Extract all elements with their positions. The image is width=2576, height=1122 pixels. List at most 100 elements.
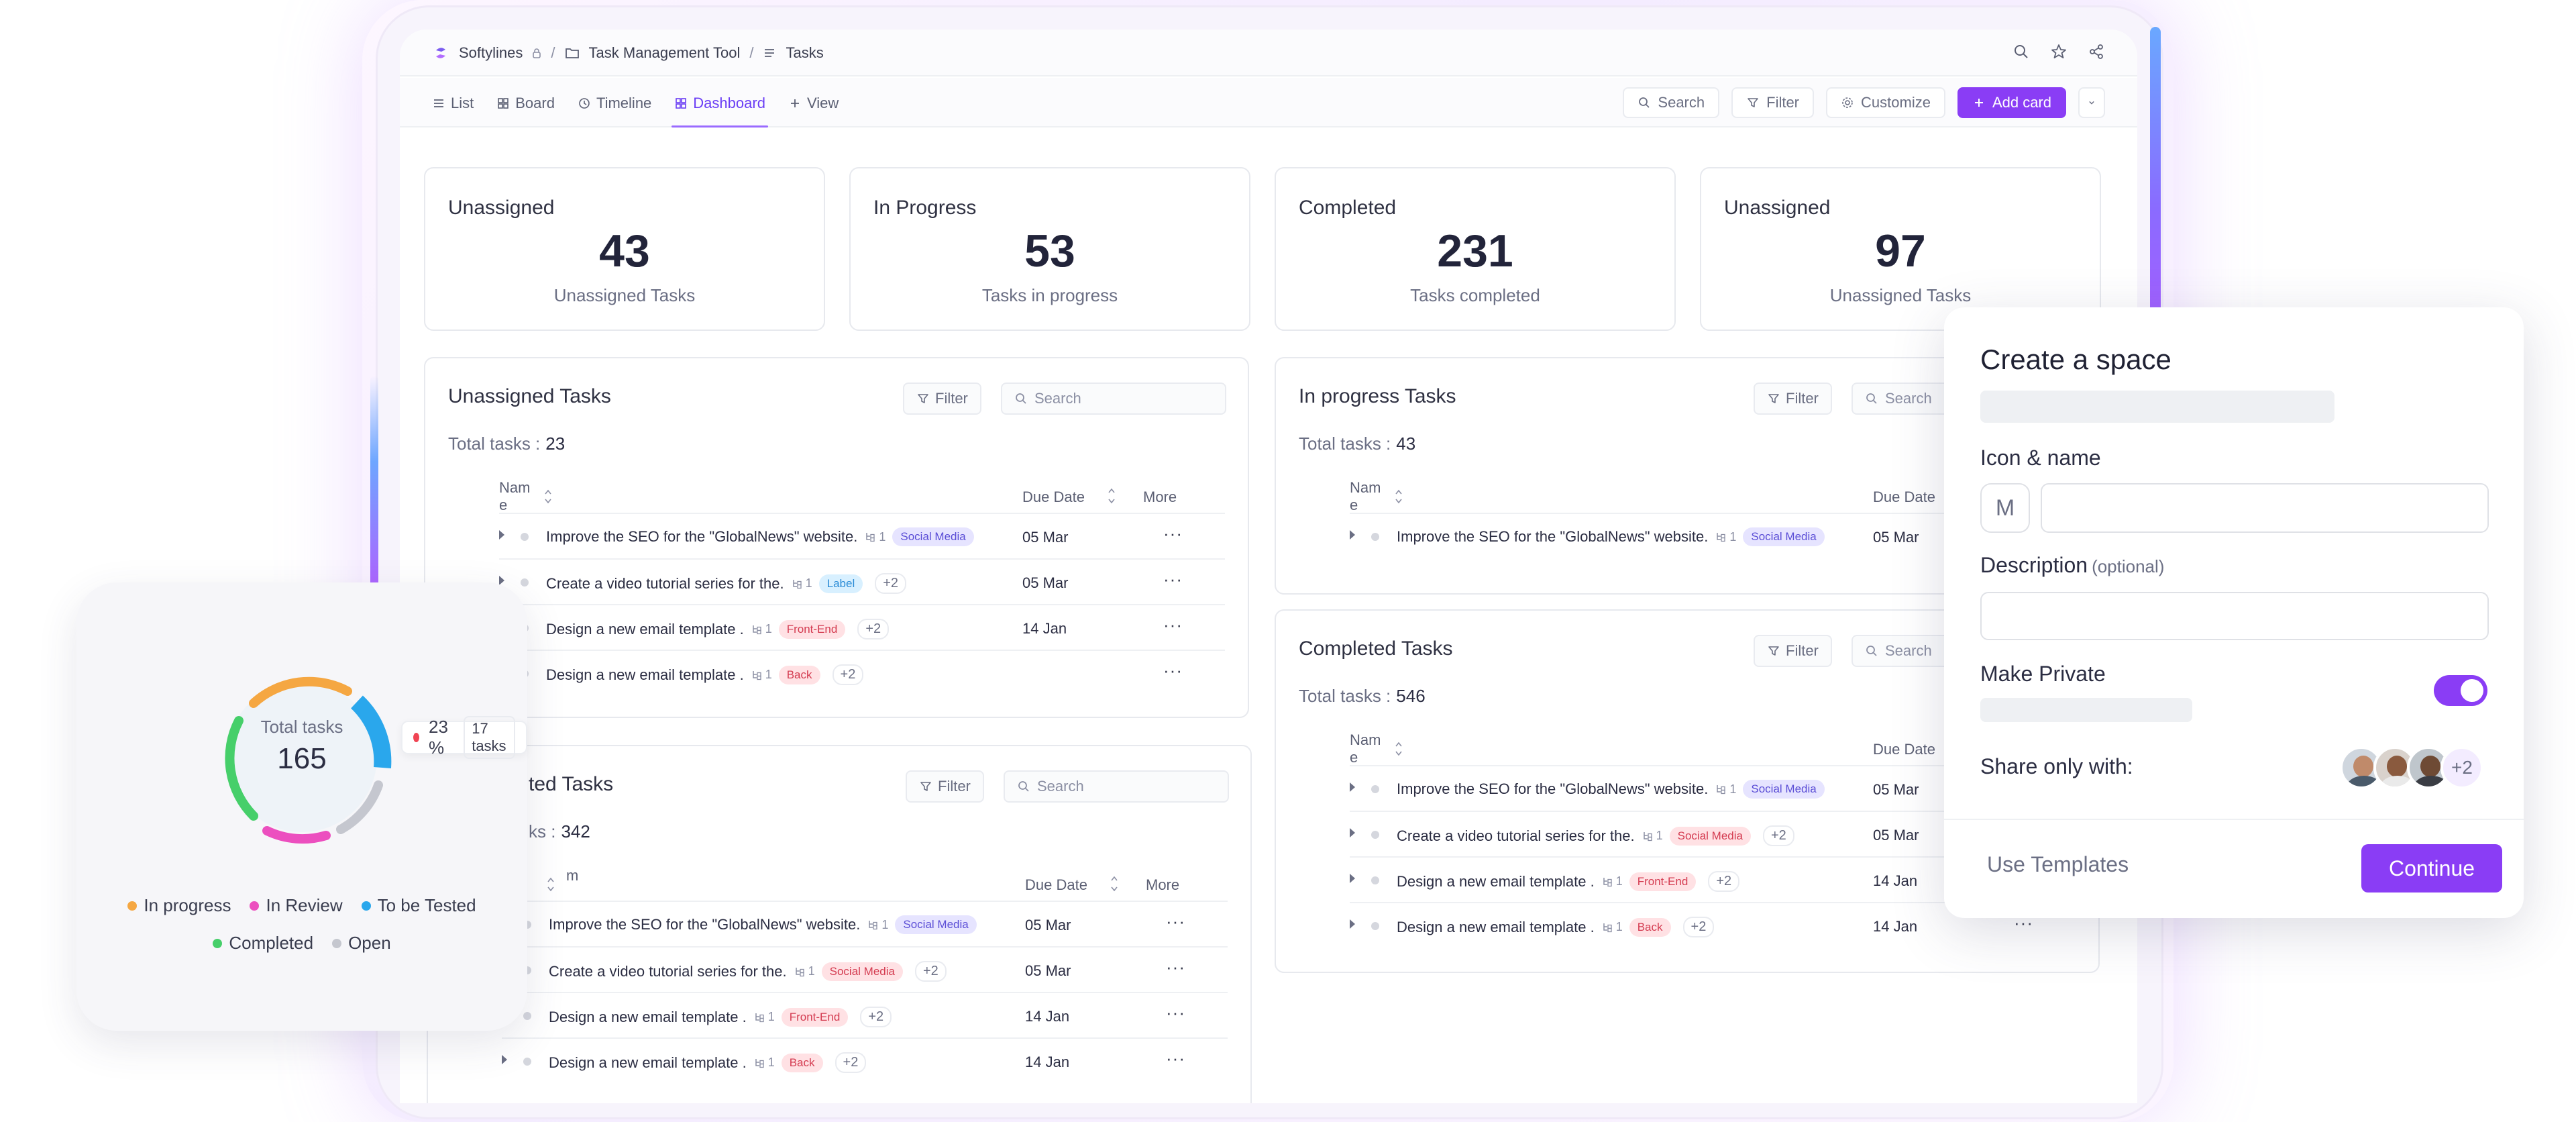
sort-icon[interactable] bbox=[546, 876, 555, 892]
more-tags-badge[interactable]: +2 bbox=[860, 1007, 892, 1027]
table-row[interactable]: Improve the SEO for the "GlobalNews" web… bbox=[499, 513, 1225, 558]
breadcrumb-page[interactable]: Tasks bbox=[786, 44, 824, 61]
table-row[interactable]: Improve the SEO for the "GlobalNews" web… bbox=[1350, 513, 2076, 558]
table-row[interactable]: Improve the SEO for the "GlobalNews" web… bbox=[1350, 765, 2076, 811]
column-due-date[interactable]: Due Date bbox=[1025, 876, 1087, 893]
table-row[interactable]: Design a new email template . 1 Back +2 ··· bbox=[499, 650, 1225, 695]
search-button[interactable]: Search bbox=[1623, 87, 1720, 118]
row-more-button[interactable]: ··· bbox=[1163, 523, 1183, 544]
more-tags-badge[interactable]: +2 bbox=[1762, 825, 1794, 846]
row-more-button[interactable]: ··· bbox=[1166, 911, 1185, 931]
more-users-badge[interactable]: +2 bbox=[2440, 746, 2483, 789]
tab-timeline[interactable]: Timeline bbox=[578, 90, 651, 117]
column-name[interactable]: Nam e bbox=[1350, 731, 1381, 766]
panel-filter-button[interactable]: Filter bbox=[903, 382, 981, 415]
filter-button[interactable]: Filter bbox=[1731, 87, 1815, 118]
panel-filter-button[interactable]: Filter bbox=[906, 770, 984, 803]
shared-users-avatars: +2 bbox=[2340, 746, 2483, 789]
table-row[interactable]: Design a new email template . 1 Front-End +… bbox=[502, 992, 1228, 1037]
table-row[interactable]: Improve the SEO for the "GlobalNews" web… bbox=[502, 901, 1228, 946]
legend-item-in-progress[interactable]: In progress bbox=[127, 895, 231, 916]
column-name[interactable]: Nam e bbox=[1350, 479, 1381, 513]
customize-button[interactable]: Customize bbox=[1826, 87, 1945, 118]
donut-center-disc bbox=[227, 682, 377, 832]
donut-segment-to-be-tested[interactable] bbox=[350, 695, 392, 768]
donut-segment-completed[interactable] bbox=[225, 716, 258, 821]
table-row[interactable]: Design a new email template . 1 Back +2 14 … bbox=[502, 1037, 1228, 1083]
tab-list[interactable]: List bbox=[432, 90, 474, 117]
legend-item-completed[interactable]: Completed bbox=[213, 933, 313, 954]
sort-icon[interactable] bbox=[1394, 489, 1403, 505]
donut-segment-open[interactable] bbox=[336, 780, 383, 834]
donut-segment-in-review[interactable] bbox=[262, 826, 331, 844]
avatar-body bbox=[2380, 776, 2414, 786]
tab-dashboard[interactable]: Dashboard bbox=[672, 90, 768, 128]
space-name-input[interactable] bbox=[2041, 483, 2489, 533]
row-more-button[interactable]: ··· bbox=[1166, 1048, 1185, 1068]
avatar-body bbox=[2347, 776, 2380, 786]
filter-label: Filter bbox=[938, 778, 971, 795]
row-more-button[interactable]: ··· bbox=[1163, 615, 1183, 635]
expand-caret-icon[interactable] bbox=[499, 576, 504, 585]
more-options-dropdown[interactable] bbox=[2078, 87, 2105, 118]
add-card-button[interactable]: Add card bbox=[1957, 87, 2066, 118]
column-due-date[interactable]: Due Date bbox=[1873, 489, 1935, 505]
breadcrumb-project[interactable]: Task Management Tool bbox=[588, 44, 741, 61]
use-templates-button[interactable]: Use Templates bbox=[1987, 852, 2129, 876]
more-tags-badge[interactable]: +2 bbox=[832, 664, 864, 685]
table-row[interactable]: Design a new email template . 1 Front-End +… bbox=[1350, 856, 2076, 902]
more-tags-badge[interactable]: +2 bbox=[857, 619, 890, 640]
modal-divider bbox=[1944, 819, 2524, 820]
expand-caret-icon[interactable] bbox=[499, 530, 504, 540]
expand-caret-icon[interactable] bbox=[1350, 919, 1355, 929]
modal-title: Create a space bbox=[1980, 344, 2171, 375]
table-row[interactable]: Create a video tutorial series for the. 1… bbox=[499, 558, 1225, 604]
expand-caret-icon[interactable] bbox=[1350, 530, 1355, 540]
share-icon[interactable] bbox=[2088, 43, 2105, 60]
expand-caret-icon[interactable] bbox=[1350, 828, 1355, 837]
table-row[interactable]: Create a video tutorial series for the. 1… bbox=[1350, 811, 2076, 856]
continue-button[interactable]: Continue bbox=[2361, 844, 2502, 892]
more-tags-badge[interactable]: +2 bbox=[1708, 871, 1740, 892]
panel-search-input[interactable]: Search bbox=[1001, 382, 1226, 415]
sort-icon[interactable] bbox=[1110, 874, 1119, 894]
expand-caret-icon[interactable] bbox=[1350, 874, 1355, 883]
column-name[interactable]: m bbox=[566, 867, 579, 884]
row-more-button[interactable]: ··· bbox=[1166, 1003, 1185, 1023]
more-tags-badge[interactable]: +2 bbox=[835, 1052, 867, 1073]
avatar[interactable] bbox=[2373, 746, 2416, 789]
column-name[interactable]: Nam e bbox=[499, 479, 531, 513]
legend-item-open[interactable]: Open bbox=[332, 933, 391, 954]
sort-icon[interactable] bbox=[1394, 741, 1403, 757]
search-icon[interactable] bbox=[2012, 43, 2030, 60]
space-icon-picker[interactable]: M bbox=[1980, 483, 2030, 533]
list-lines-icon bbox=[765, 49, 775, 57]
make-private-toggle[interactable] bbox=[2434, 675, 2487, 706]
panel-filter-button[interactable]: Filter bbox=[1754, 635, 1832, 667]
column-due-date[interactable]: Due Date bbox=[1022, 489, 1085, 505]
expand-caret-icon[interactable] bbox=[1350, 782, 1355, 792]
column-due-date[interactable]: Due Date bbox=[1873, 741, 1935, 758]
donut-segment-in-progress[interactable] bbox=[249, 676, 352, 708]
sort-icon[interactable] bbox=[1107, 486, 1116, 506]
breadcrumb-workspace[interactable]: Softylines bbox=[459, 44, 523, 61]
more-tags-badge[interactable]: +2 bbox=[875, 573, 907, 594]
table-row[interactable]: Create a video tutorial series for the. 1… bbox=[502, 946, 1228, 992]
row-more-button[interactable]: ··· bbox=[1163, 569, 1183, 589]
tab-board[interactable]: Board bbox=[496, 90, 555, 117]
expand-caret-icon[interactable] bbox=[502, 1055, 507, 1064]
more-tags-badge[interactable]: +2 bbox=[914, 961, 947, 982]
legend-item-to-be-tested[interactable]: To be Tested bbox=[361, 895, 476, 916]
sort-icon[interactable] bbox=[543, 489, 553, 505]
star-icon[interactable] bbox=[2050, 43, 2068, 60]
panel-search-input[interactable]: Search bbox=[1004, 770, 1229, 803]
table-row[interactable]: Design a new email template . 1 Front-End +… bbox=[499, 604, 1225, 650]
tab-add-view[interactable]: View bbox=[788, 90, 839, 117]
task-name: Design a new email template . bbox=[1397, 872, 1595, 890]
more-tags-badge[interactable]: +2 bbox=[1682, 917, 1715, 937]
description-input[interactable] bbox=[1980, 592, 2489, 640]
panel-filter-button[interactable]: Filter bbox=[1754, 382, 1832, 415]
row-more-button[interactable]: ··· bbox=[1166, 957, 1185, 977]
row-more-button[interactable]: ··· bbox=[1163, 660, 1183, 680]
legend-item-in-review[interactable]: In Review bbox=[250, 895, 343, 916]
